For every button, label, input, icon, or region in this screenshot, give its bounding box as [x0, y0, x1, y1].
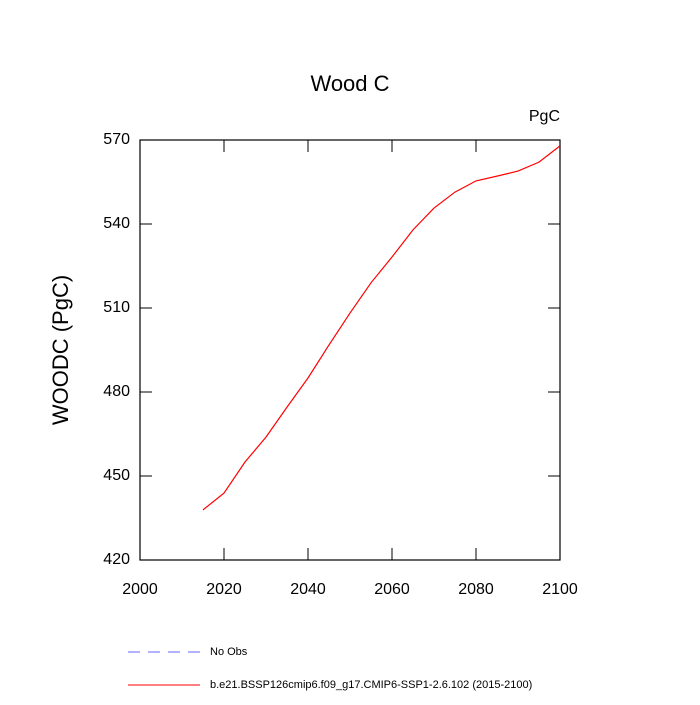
- legend-label: No Obs: [210, 646, 248, 658]
- y-tick-label: 540: [103, 215, 130, 232]
- x-tick-label: 2020: [206, 581, 242, 598]
- x-tick-label: 2100: [542, 581, 578, 598]
- y-tick-label: 420: [103, 551, 130, 568]
- chart-title: Wood C: [310, 71, 389, 96]
- y-tick-label: 570: [103, 131, 130, 148]
- units-label: PgC: [529, 108, 560, 125]
- plot-frame: [139, 139, 561, 561]
- y-tick-label: 510: [103, 299, 130, 316]
- y-tick-label: 480: [103, 383, 130, 400]
- x-tick-label: 2080: [458, 581, 494, 598]
- x-tick-label: 2040: [290, 581, 326, 598]
- y-axis-label: WOODC (PgC): [48, 275, 73, 425]
- x-tick-label: 2060: [374, 581, 410, 598]
- x-tick-label: 2000: [122, 581, 158, 598]
- y-tick-label: 450: [103, 467, 130, 484]
- series-line: [202, 145, 561, 511]
- legend-label: b.e21.BSSP126cmip6.f09_g17.CMIP6-SSP1-2.…: [210, 679, 532, 691]
